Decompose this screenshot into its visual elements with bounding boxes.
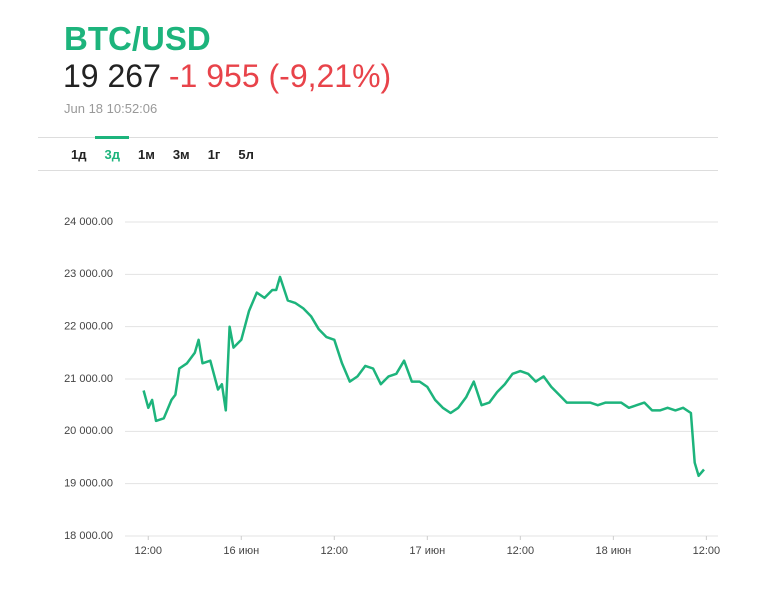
x-tick-label: 12:00 xyxy=(507,545,535,557)
x-tick-label: 12:00 xyxy=(693,545,721,557)
x-tick-label: 16 июн xyxy=(223,545,259,557)
tab[interactable]: 1м xyxy=(137,147,155,162)
tab[interactable]: 3д xyxy=(95,136,130,170)
tab[interactable]: 1д xyxy=(71,147,87,162)
y-tick-label: 23 000.00 xyxy=(64,268,113,280)
x-tick-label: 17 июн xyxy=(409,545,445,557)
y-tick-label: 18 000.00 xyxy=(64,530,113,542)
x-tick-label: 12:00 xyxy=(134,545,162,557)
tabs: 1д 3д 1м 3м 1г 5л xyxy=(62,136,263,170)
separator xyxy=(38,137,718,138)
price-row: 19 267 -1 955 (-9,21%) xyxy=(63,58,391,95)
price: 19 267 xyxy=(63,58,161,94)
tab[interactable]: 5л xyxy=(238,147,254,162)
change: -1 955 (-9,21%) xyxy=(168,58,392,94)
y-tick-label: 22 000.00 xyxy=(64,321,113,333)
y-tick-label: 24 000.00 xyxy=(64,216,113,228)
tab[interactable]: 1г xyxy=(207,147,221,162)
separator xyxy=(38,170,718,171)
price-line xyxy=(142,275,705,478)
x-tick-label: 12:00 xyxy=(321,545,349,557)
y-tick-label: 20 000.00 xyxy=(64,425,113,437)
x-tick-label: 18 июн xyxy=(595,545,631,557)
title: BTC/USD xyxy=(64,20,211,57)
tab[interactable]: 3м xyxy=(172,147,190,162)
timestamp: Jun 18 10:52:06 xyxy=(64,101,158,116)
y-tick-label: 19 000.00 xyxy=(64,478,113,490)
y-tick-label: 21 000.00 xyxy=(64,373,113,385)
